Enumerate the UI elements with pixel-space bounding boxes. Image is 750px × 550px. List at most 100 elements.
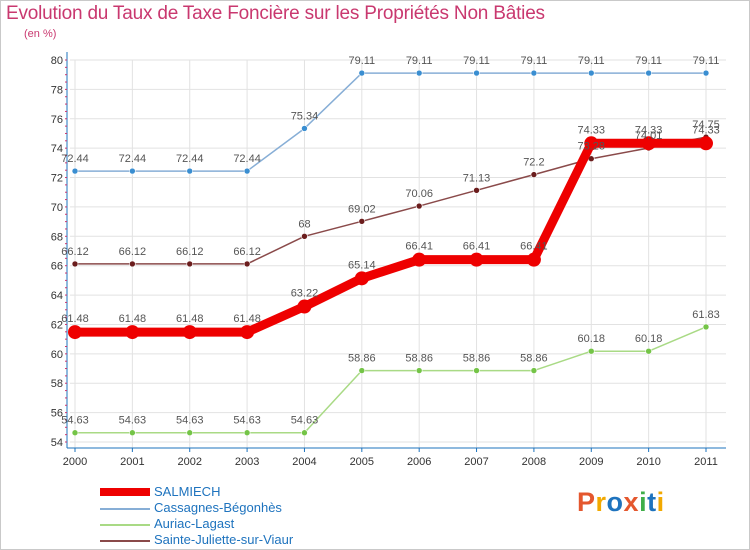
data-label: 60.18: [578, 333, 606, 345]
data-label-layer: 72.44 72.44 72.44 72.44 75.34 79.11 79.11 79.11…: [61, 55, 720, 427]
data-label: 61.48: [176, 313, 204, 325]
data-label: 54.63: [291, 415, 319, 427]
data-label: 61.48: [233, 313, 261, 325]
data-label: 79.11: [463, 55, 490, 67]
data-point: [415, 367, 423, 374]
data-label: 66.12: [119, 246, 147, 258]
x-tick-label: 2000: [63, 456, 87, 468]
data-label: 63.22: [291, 288, 319, 300]
x-tick-label: 2002: [177, 456, 201, 468]
data-label: 66.41: [520, 241, 548, 253]
data-label: 60.18: [635, 333, 663, 345]
data-point: [186, 167, 194, 175]
data-point: [186, 260, 194, 268]
x-tick-label: 2005: [350, 456, 374, 468]
data-point: [301, 429, 308, 437]
data-point: [645, 347, 652, 355]
data-point: [473, 367, 480, 374]
logo-letter: i: [639, 487, 648, 517]
data-point: [358, 69, 366, 77]
data-label: 54.63: [61, 415, 89, 427]
y-tick-label: 68: [51, 231, 63, 243]
data-point: [68, 325, 82, 340]
y-tick-label: 64: [51, 290, 63, 302]
data-point: [71, 167, 79, 175]
data-label: 61.83: [692, 309, 720, 321]
series-line-salmiech: [70, 138, 711, 337]
unit-label: (en %): [24, 28, 57, 40]
data-point: [297, 299, 312, 314]
legend-label: Auriac-Lagast: [154, 516, 235, 531]
y-tick-label: 72: [51, 173, 63, 185]
legend-swatch-auriac: [100, 524, 150, 526]
data-point: [641, 136, 656, 151]
data-point: [526, 252, 541, 267]
series-salmiech: [68, 136, 713, 340]
data-label: 58.86: [348, 353, 376, 365]
data-label: 72.44: [119, 153, 147, 165]
logo-letter: r: [595, 487, 607, 517]
data-label: 74.75: [692, 119, 720, 131]
data-label: 74.33: [578, 124, 606, 136]
legend-label: Sainte-Juliette-sur-Viaur: [154, 532, 294, 547]
data-point: [243, 429, 251, 437]
data-point: [469, 252, 484, 267]
x-tick-label: 2003: [235, 456, 259, 468]
chart-title: Evolution du Taux de Taxe Foncière sur l…: [6, 3, 545, 24]
series-line-cassagnes-begonhes: [74, 72, 707, 172]
data-point: [301, 233, 308, 240]
data-point: [587, 69, 595, 77]
data-label: 69.02: [348, 203, 376, 215]
y-tick-label: 66: [51, 261, 63, 273]
data-point: [358, 367, 366, 374]
data-label: 74.33: [635, 124, 663, 136]
legend-item-sainte-juliette: Sainte-Juliette-sur-Viaur: [100, 532, 360, 548]
y-tick-label: 74: [51, 143, 63, 155]
data-label: 72.44: [233, 153, 261, 165]
data-label: 54.63: [233, 415, 261, 427]
data-point: [301, 125, 308, 132]
data-point: [412, 252, 427, 267]
y-tick-label: 58: [51, 378, 63, 390]
x-tick-label: 2006: [407, 456, 431, 468]
data-point: [125, 325, 140, 340]
data-point: [587, 347, 595, 355]
data-label: 79.11: [521, 55, 548, 67]
y-tick-label: 54: [51, 437, 63, 449]
y-tick-label: 78: [51, 84, 63, 96]
data-label: 79.11: [406, 55, 433, 67]
data-point: [584, 136, 599, 151]
y-tick-label: 80: [51, 55, 63, 67]
data-label: 74.33: [692, 124, 720, 136]
series-sainte-juliette-sur-viaur: [71, 133, 710, 268]
legend-swatch-sainte-juliette: [100, 540, 150, 542]
data-point: [415, 69, 423, 77]
data-point: [415, 202, 423, 210]
data-point: [129, 260, 136, 268]
data-point: [358, 218, 366, 225]
x-tick-label: 2001: [120, 456, 144, 468]
data-point: [71, 260, 79, 268]
data-point: [530, 69, 538, 77]
x-tick-label: 2007: [464, 456, 488, 468]
legend-label: SALMIECH: [154, 484, 221, 499]
logo-letter: x: [623, 487, 640, 517]
data-point: [71, 429, 79, 437]
data-label: 65.14: [348, 259, 376, 271]
data-label: 72.2: [523, 157, 544, 169]
grid-layer: [70, 59, 726, 448]
data-point: [530, 171, 538, 178]
data-point: [645, 69, 652, 77]
series-layer: [68, 69, 713, 437]
data-point: [354, 271, 369, 286]
data-label: 75.34: [291, 110, 319, 122]
series-auriac-lagast: [71, 323, 710, 437]
x-tick-label: 2008: [522, 456, 546, 468]
data-point: [129, 167, 136, 175]
legend: SALMIECH Cassagnes-Bégonhès Auriac-Lagas…: [100, 484, 360, 548]
data-label: 54.63: [119, 415, 147, 427]
data-label: 79.11: [693, 55, 720, 67]
axis-layer: 54 56 58 60 62 64 66 68 70 72 74 76 78 80 2000 2001 2002…: [51, 52, 726, 468]
data-point: [182, 325, 197, 340]
